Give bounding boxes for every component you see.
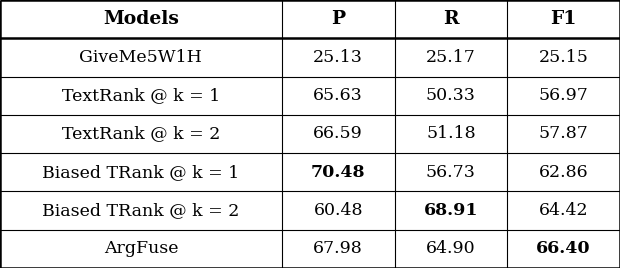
Text: 25.13: 25.13 — [313, 49, 363, 66]
Text: 25.17: 25.17 — [426, 49, 476, 66]
Text: 66.59: 66.59 — [313, 125, 363, 143]
Text: GiveMe5W1H: GiveMe5W1H — [79, 49, 202, 66]
Text: 25.15: 25.15 — [539, 49, 588, 66]
Text: TextRank @ k = 2: TextRank @ k = 2 — [62, 125, 220, 143]
Text: 65.63: 65.63 — [313, 87, 363, 104]
Text: R: R — [443, 10, 459, 28]
Text: Biased TRank @ k = 2: Biased TRank @ k = 2 — [42, 202, 239, 219]
Text: 70.48: 70.48 — [311, 164, 365, 181]
Text: 56.73: 56.73 — [426, 164, 476, 181]
Text: TextRank @ k = 1: TextRank @ k = 1 — [62, 87, 220, 104]
Text: Biased TRank @ k = 1: Biased TRank @ k = 1 — [42, 164, 239, 181]
Text: P: P — [331, 10, 345, 28]
Text: 67.98: 67.98 — [313, 240, 363, 257]
Text: ArgFuse: ArgFuse — [104, 240, 178, 257]
Text: 51.18: 51.18 — [426, 125, 476, 143]
Text: Models: Models — [103, 10, 179, 28]
Text: 64.90: 64.90 — [426, 240, 476, 257]
Text: F1: F1 — [551, 10, 577, 28]
Text: 62.86: 62.86 — [539, 164, 588, 181]
Text: 50.33: 50.33 — [426, 87, 476, 104]
Text: 56.97: 56.97 — [539, 87, 588, 104]
Text: 57.87: 57.87 — [539, 125, 588, 143]
Text: 68.91: 68.91 — [423, 202, 478, 219]
Text: 64.42: 64.42 — [539, 202, 588, 219]
Text: 66.40: 66.40 — [536, 240, 591, 257]
Text: 60.48: 60.48 — [314, 202, 363, 219]
